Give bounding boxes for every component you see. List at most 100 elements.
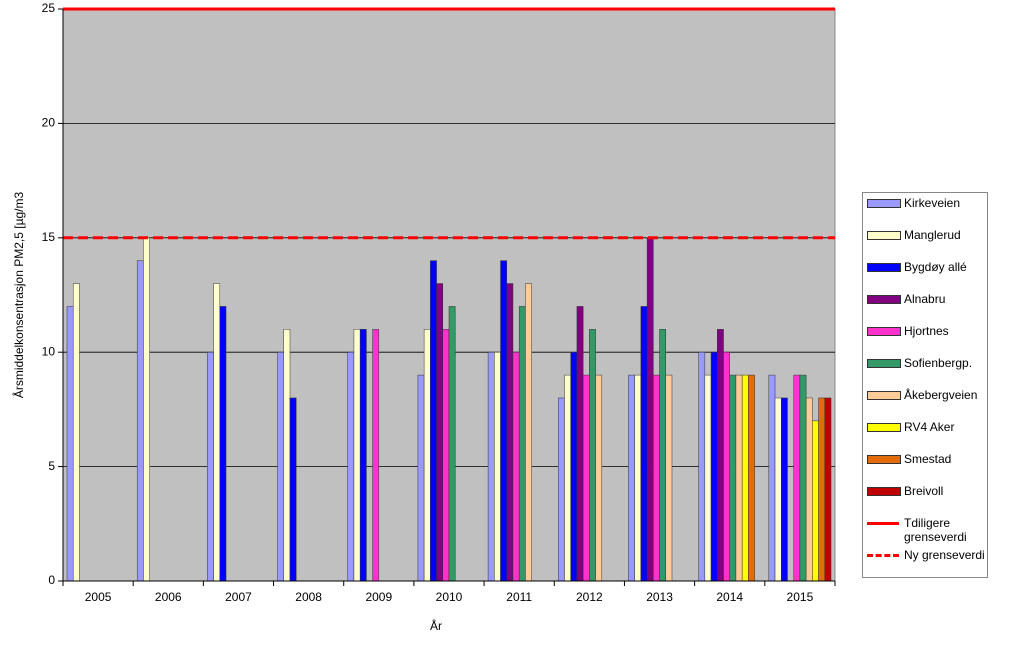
bar: [748, 374, 755, 582]
bar: [582, 374, 590, 582]
swatch-box: [867, 423, 901, 432]
bar: [564, 374, 571, 582]
legend-label: Ny grenseverdi: [904, 548, 985, 562]
bar: [219, 306, 227, 582]
y-tick-label: 0: [48, 573, 55, 587]
swatch-box: [867, 231, 901, 240]
bar: [781, 397, 788, 582]
bar: [653, 374, 660, 582]
swatch-box: [867, 455, 901, 464]
bar: [283, 329, 291, 582]
bar: [570, 351, 578, 582]
bar: [353, 329, 361, 582]
bar: [735, 374, 743, 582]
x-tick-label: 2010: [436, 590, 463, 604]
bar: [448, 306, 456, 582]
x-tick-label: 2013: [646, 590, 673, 604]
legend-swatch: [867, 260, 901, 274]
legend-label: Sofienbergp.: [904, 356, 973, 370]
legend-swatch: [867, 516, 899, 530]
bar: [628, 374, 635, 582]
bar: [207, 351, 214, 582]
legend-item: Alnabru: [863, 292, 987, 324]
legend-item: Ny grenseverdi: [863, 548, 987, 580]
swatch-line: [867, 522, 899, 525]
x-axis-title: År: [430, 618, 442, 633]
bar: [665, 374, 673, 582]
bar: [289, 397, 297, 582]
bar: [66, 306, 74, 582]
x-tick-label: 2008: [295, 590, 322, 604]
bar: [277, 351, 285, 582]
bar: [423, 329, 431, 582]
legend-item: Hjortnes: [863, 324, 987, 356]
x-tick-label: 2005: [85, 590, 112, 604]
bar: [136, 260, 144, 582]
bar: [558, 397, 565, 582]
bar: [793, 374, 801, 582]
bar: [595, 374, 603, 582]
bar: [812, 420, 819, 582]
legend-swatch: [867, 548, 899, 562]
x-tick-label: 2006: [155, 590, 182, 604]
legend-item: Tdiligere grenseverdi: [863, 516, 987, 548]
legend-swatch: [867, 228, 901, 242]
bar: [640, 306, 648, 582]
legend-label: Tdiligere grenseverdi: [904, 516, 967, 544]
legend: Kirkeveien Manglerud Bygdøy allé Alnabru Hjo…: [862, 192, 988, 578]
swatch-line: [867, 554, 899, 557]
bar: [774, 397, 782, 582]
legend-swatch: [867, 420, 901, 434]
x-tick-label: 2007: [225, 590, 252, 604]
swatch-box: [867, 295, 901, 304]
legend-item: Sofienbergp.: [863, 356, 987, 388]
swatch-box: [867, 391, 901, 400]
y-tick-label: 5: [48, 459, 55, 473]
bar: [72, 283, 80, 582]
bar: [634, 374, 642, 582]
bar: [704, 374, 712, 582]
bar: [213, 283, 221, 582]
swatch-box: [867, 327, 901, 336]
bar: [442, 329, 450, 582]
legend-swatch: [867, 324, 901, 338]
swatch-box: [867, 487, 901, 496]
swatch-box: [867, 199, 901, 208]
y-tick-label: 20: [42, 116, 56, 130]
legend-label: Kirkeveien: [904, 196, 961, 210]
legend-label: RV4 Aker: [904, 420, 955, 434]
bar: [525, 283, 532, 582]
x-tick-label: 2009: [365, 590, 392, 604]
bar: [494, 351, 501, 582]
legend-label: Åkebergveien: [904, 388, 978, 402]
bar: [646, 237, 654, 582]
bar: [417, 374, 425, 582]
bar: [741, 374, 749, 582]
bar: [710, 351, 718, 582]
bar: [659, 329, 667, 582]
bar: [359, 329, 367, 582]
legend-label: Manglerud: [904, 228, 961, 242]
bar: [506, 283, 514, 582]
bar: [500, 260, 507, 582]
x-tick-label: 2012: [576, 590, 603, 604]
bar: [589, 329, 596, 582]
legend-item: Åkebergveien: [863, 388, 987, 420]
x-tick-label: 2011: [506, 590, 532, 604]
bar: [430, 260, 437, 582]
legend-item: RV4 Aker: [863, 420, 987, 452]
bar: [436, 283, 444, 582]
bar: [698, 351, 706, 582]
bar: [518, 306, 526, 582]
legend-label: Breivoll: [904, 484, 944, 498]
swatch-box: [867, 263, 901, 272]
bar: [372, 329, 380, 582]
y-tick-label: 10: [42, 344, 56, 358]
bar: [824, 397, 832, 582]
legend-swatch: [867, 356, 901, 370]
legend-item: Smestad: [863, 452, 987, 484]
bar: [768, 374, 776, 582]
bar: [487, 351, 495, 582]
